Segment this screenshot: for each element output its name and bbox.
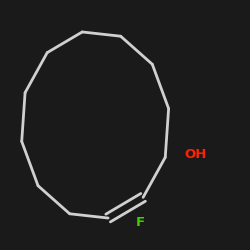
Text: F: F	[136, 216, 145, 229]
Text: OH: OH	[184, 148, 206, 161]
